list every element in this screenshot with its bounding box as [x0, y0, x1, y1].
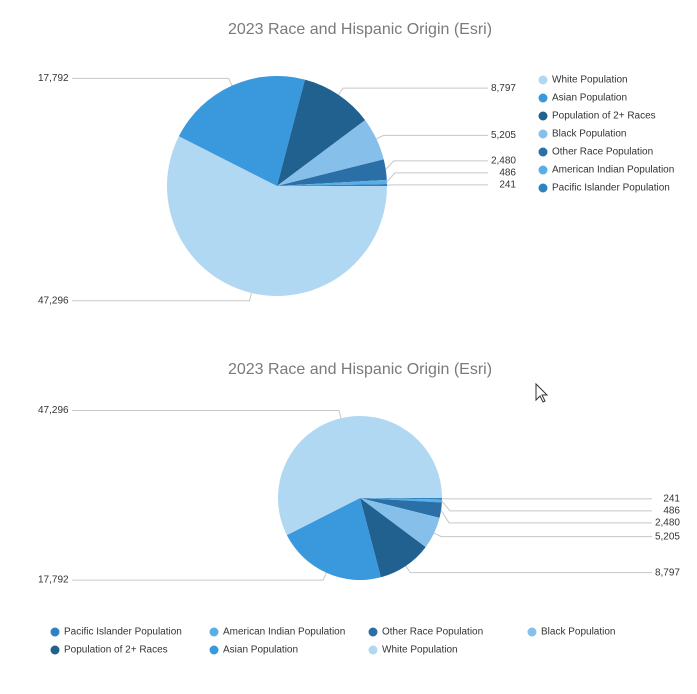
pie-slice	[277, 79, 366, 186]
legend-swatch	[538, 165, 548, 175]
legend-swatch	[209, 645, 219, 655]
leader-line	[440, 510, 652, 524]
value-label: 17,792	[38, 73, 69, 84]
legend-swatch	[538, 129, 548, 139]
value-label: 2,480	[655, 517, 680, 528]
legend-label: Other Race Population	[382, 627, 483, 638]
pie-slice	[277, 120, 384, 186]
value-label: 486	[663, 505, 680, 516]
leader-line	[433, 532, 652, 538]
leader-line	[385, 160, 488, 170]
legend-swatch	[50, 645, 60, 655]
legend-swatch	[368, 627, 378, 637]
value-label: 486	[499, 168, 516, 179]
legend-label: White Population	[382, 645, 458, 656]
leader-line	[405, 565, 652, 574]
legend-swatch	[209, 627, 219, 637]
value-label: 8,797	[655, 567, 680, 578]
legend-label: Other Race Population	[552, 147, 653, 158]
pie-slice	[178, 76, 305, 186]
leader-line	[376, 134, 488, 140]
legend-label: Asian Population	[552, 93, 627, 104]
cursor	[535, 382, 549, 403]
legend-label: Black Population	[541, 627, 616, 638]
legend-label: Population of 2+ Races	[64, 645, 168, 656]
legend-swatch	[538, 183, 548, 193]
leader-line	[72, 292, 252, 302]
legend-swatch	[50, 627, 60, 637]
value-label: 5,205	[655, 531, 680, 542]
legend-label: Population of 2+ Races	[552, 111, 656, 122]
legend-label: Pacific Islander Population	[552, 183, 670, 194]
legend-label: White Population	[552, 75, 628, 86]
legend-label: American Indian Population	[223, 627, 345, 638]
value-label: 47,296	[38, 405, 69, 416]
leader-line	[72, 409, 342, 419]
leader-line	[72, 77, 233, 86]
pie-slice	[277, 159, 387, 186]
leader-line	[72, 572, 327, 581]
pie-slice	[360, 498, 440, 548]
legend-swatch	[527, 627, 537, 637]
pie-slice	[360, 498, 442, 503]
pie-slice	[360, 498, 442, 518]
legend-label: Pacific Islander Population	[64, 627, 182, 638]
pie-slice	[277, 179, 387, 186]
value-label: 8,797	[491, 83, 516, 94]
legend-swatch	[538, 75, 548, 85]
value-label: 47,296	[38, 295, 69, 306]
pie-slice	[278, 415, 442, 536]
pie-slice	[360, 498, 426, 578]
value-label: 241	[499, 180, 516, 191]
value-label: 241	[663, 493, 680, 504]
legend-label: Black Population	[552, 129, 627, 140]
value-label: 5,205	[491, 130, 516, 141]
legend-label: Asian Population	[223, 645, 298, 656]
leader-line	[338, 87, 488, 96]
pie-slice	[166, 136, 387, 296]
pie-slice	[277, 183, 387, 186]
legend-swatch	[538, 111, 548, 121]
leader-line	[386, 172, 488, 183]
legend-swatch	[538, 93, 548, 103]
chart-title: 2023 Race and Hispanic Origin (Esri)	[228, 361, 492, 378]
legend-swatch	[368, 645, 378, 655]
value-label: 2,480	[491, 156, 516, 167]
pie-slice	[360, 498, 442, 500]
pie-slice	[286, 498, 381, 580]
leader-line	[441, 500, 652, 512]
chart-title: 2023 Race and Hispanic Origin (Esri)	[228, 21, 492, 38]
legend-swatch	[538, 147, 548, 157]
legend-label: American Indian Population	[552, 165, 674, 176]
value-label: 17,792	[38, 575, 69, 586]
